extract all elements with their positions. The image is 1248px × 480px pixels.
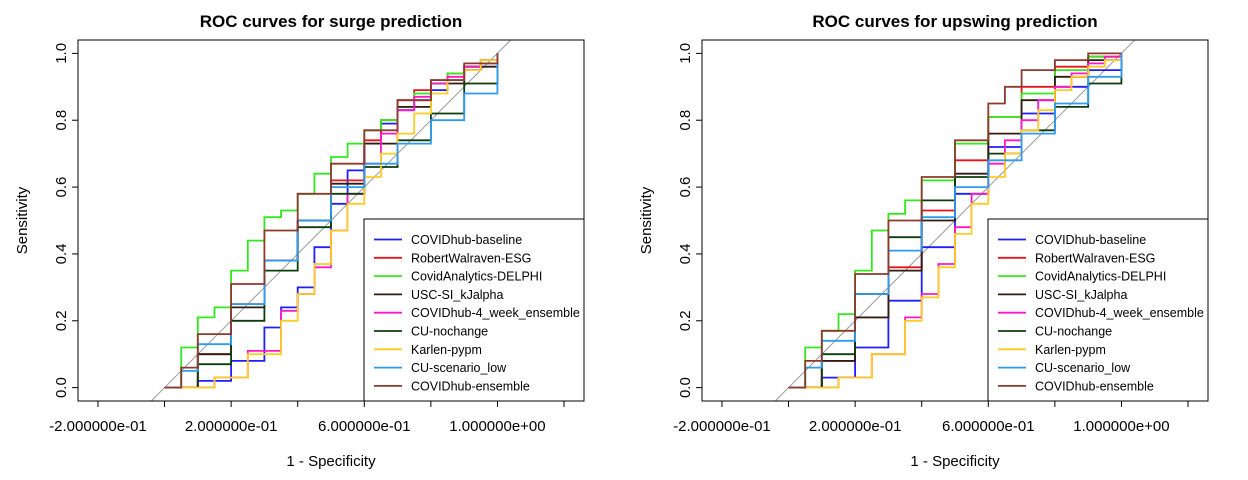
legend-box [987, 218, 1209, 402]
legend-label: COVIDhub-4_week_ensemble [1035, 306, 1204, 320]
chart-surge: ROC curves for surge prediction -2.000000… [14, 12, 585, 470]
y-tick-label: 0.4 [677, 243, 694, 264]
y-axis-label: Sensitivity [14, 186, 31, 254]
legend-label: CU-scenario_low [1035, 361, 1131, 375]
x-tick-label: 2.000000e-01 [809, 418, 902, 435]
y-tick-label: 0.8 [53, 110, 70, 131]
legend-label: USC-SI_kJalpha [411, 288, 503, 302]
series-line-8 [788, 52, 1122, 389]
legend-label: RobertWalraven-ESG [411, 251, 531, 265]
legend-label: USC-SI_kJalpha [1035, 288, 1127, 302]
y-tick-label: 0.4 [53, 243, 70, 264]
plot-area [150, 40, 512, 401]
legend-label: COVIDhub-baseline [411, 233, 522, 247]
y-tick-label: 1.0 [53, 43, 70, 64]
y-tick-label: 1.0 [677, 43, 694, 64]
legend: COVIDhub-baseline RobertWalraven-ESG Covid… [363, 218, 585, 402]
series-line-8 [164, 53, 499, 389]
legend-box [363, 218, 585, 402]
plot-area [774, 40, 1136, 401]
x-axis-label: 1 - Specificity [286, 453, 376, 470]
y-tick-label: 0.8 [677, 110, 694, 131]
x-tick-label: -2.000000e-01 [49, 418, 147, 435]
y-tick-label: 0.0 [53, 377, 70, 398]
legend-label: RobertWalraven-ESG [1035, 251, 1155, 265]
y-axis-label: Sensitivity [638, 186, 655, 254]
y-tick-label: 0.0 [677, 377, 694, 398]
chart-title: ROC curves for surge prediction [200, 12, 463, 31]
legend-label: COVIDhub-baseline [1035, 233, 1146, 247]
x-tick-label: -2.000000e-01 [673, 418, 771, 435]
x-axis-label: 1 - Specificity [910, 453, 1000, 470]
legend-label: COVIDhub-ensemble [1035, 379, 1154, 393]
x-tick-label: 1.000000e+00 [449, 418, 545, 435]
x-tick-label: 2.000000e-01 [185, 418, 278, 435]
chart-title: ROC curves for upswing prediction [812, 12, 1097, 31]
legend-label: CU-scenario_low [411, 361, 507, 375]
legend-label: CovidAnalytics-DELPHI [1035, 270, 1166, 284]
legend-label: Karlen-pypm [411, 343, 482, 357]
legend-label: CU-nochange [411, 325, 488, 339]
x-tick-label: 6.000000e-01 [318, 418, 411, 435]
legend-label: COVIDhub-4_week_ensemble [411, 306, 580, 320]
y-tick-label: 0.2 [677, 310, 694, 331]
y-tick-label: 0.6 [53, 177, 70, 198]
legend-label: CU-nochange [1035, 325, 1112, 339]
x-tick-label: 6.000000e-01 [942, 418, 1035, 435]
chart-upswing: ROC curves for upswing prediction -2.0000… [638, 12, 1209, 470]
legend-label: CovidAnalytics-DELPHI [411, 270, 542, 284]
x-tick-label: 1.000000e+00 [1073, 418, 1169, 435]
legend-label: COVIDhub-ensemble [411, 379, 530, 393]
legend: COVIDhub-baseline RobertWalraven-ESG Covid… [987, 218, 1209, 402]
legend-label: Karlen-pypm [1035, 343, 1106, 357]
y-tick-label: 0.6 [677, 177, 694, 198]
y-tick-label: 0.2 [53, 310, 70, 331]
